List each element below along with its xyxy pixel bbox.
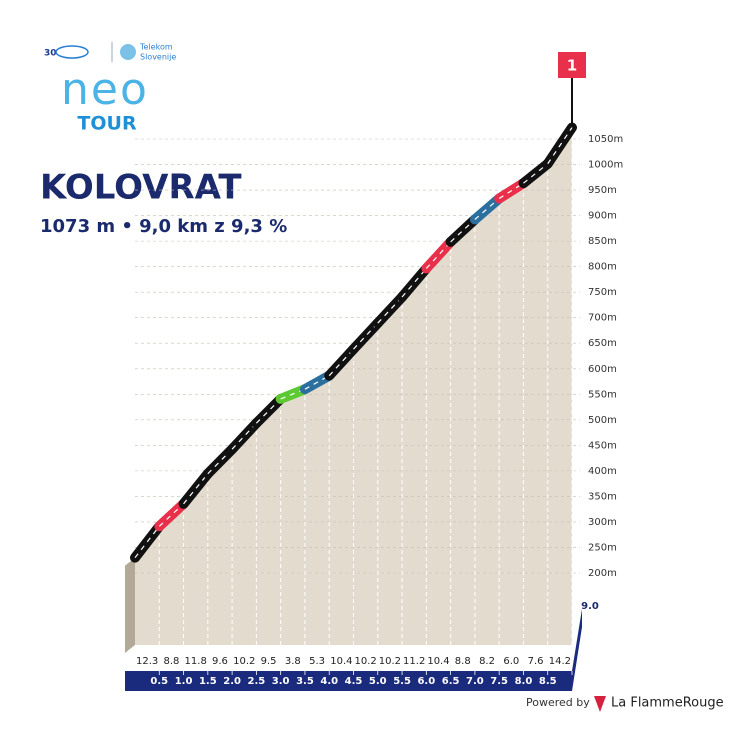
- gradient-label: 7.6: [528, 656, 544, 667]
- profile-segment: [469, 193, 505, 225]
- profile-segment: [372, 292, 408, 329]
- road-centerline: [401, 268, 427, 298]
- y-tick-label: 750m: [588, 287, 617, 298]
- profile-segment: [421, 236, 456, 274]
- x-tick-label: 3.0: [272, 676, 290, 687]
- powered-by: Powered by: [526, 696, 590, 709]
- x-tick-label: 5.5: [393, 676, 411, 687]
- x-tick-label: 8.0: [515, 676, 533, 687]
- sponsor-text: Slovenije: [140, 53, 176, 62]
- profile-segment: [251, 393, 286, 429]
- x-tick-label: 6.5: [442, 676, 460, 687]
- chart-title: KOLOVRAT: [40, 168, 242, 208]
- y-tick-label: 650m: [588, 338, 617, 349]
- y-tick-label: 550m: [588, 389, 617, 400]
- profile-segment: [154, 498, 189, 532]
- y-tick-label: 800m: [588, 262, 617, 273]
- y-tick-label: 350m: [588, 491, 617, 502]
- gradient-label: 10.4: [427, 656, 449, 667]
- y-tick-label: 900m: [588, 211, 617, 222]
- profile-segment: [202, 444, 238, 479]
- profile-area: [135, 127, 572, 645]
- x-tick-label: 2.0: [223, 676, 241, 687]
- logo-word: neo: [61, 64, 149, 115]
- profile-segment: [227, 418, 262, 455]
- gradient-label: 9.5: [261, 656, 277, 667]
- x-tick-label: 7.0: [466, 676, 484, 687]
- anniversary-label: 30: [44, 49, 57, 59]
- x-tick-label: 8.5: [539, 676, 557, 687]
- km-band-end: [572, 609, 582, 691]
- logo-mark: [55, 45, 89, 59]
- provider-icon: [594, 696, 606, 712]
- gradient-label: 5.3: [309, 656, 325, 667]
- km-band: [125, 671, 572, 691]
- x-tick-label: 3.5: [296, 676, 314, 687]
- x-tick-label: 1.5: [199, 676, 217, 687]
- road-centerline: [183, 473, 209, 505]
- gradient-label: 10.2: [379, 656, 401, 667]
- y-tick-label: 850m: [588, 236, 617, 247]
- y-tick-label: 300m: [588, 517, 617, 528]
- gradient-label: 12.3: [136, 656, 158, 667]
- logo-sub: TOUR: [77, 113, 137, 135]
- flag: [558, 52, 586, 78]
- y-tick-label: 450m: [588, 440, 617, 451]
- chart-subtitle: 1073 m • 9,0 km z 9,3 %: [40, 216, 287, 237]
- y-tick-label: 400m: [588, 466, 617, 477]
- x-tick-label: 4.0: [320, 676, 338, 687]
- sponsor-icon: [120, 44, 136, 60]
- y-tick-label: 700m: [588, 313, 617, 324]
- provider: La FlammeRouge: [611, 696, 724, 711]
- y-tick-label: 200m: [588, 568, 617, 579]
- gradient-label: 10.2: [233, 656, 255, 667]
- gradient-label: 8.2: [479, 656, 495, 667]
- flag-label: 1: [567, 57, 577, 75]
- gradient-label: 10.4: [330, 656, 352, 667]
- y-tick-label: 1000m: [588, 160, 623, 171]
- y-tick-label: 1050m: [588, 134, 623, 145]
- profile-segment: [348, 318, 383, 355]
- gradient-label: 11.8: [185, 656, 207, 667]
- x-tick-label: 4.5: [345, 676, 363, 687]
- profile-segment: [324, 344, 359, 381]
- profile-segment: [445, 214, 480, 247]
- gradient-label: 8.8: [163, 656, 179, 667]
- x-tick-label: 5.0: [369, 676, 387, 687]
- x-tick-label: 2.5: [248, 676, 266, 687]
- profile-side: [125, 557, 135, 653]
- x-tick-label: 7.5: [490, 676, 508, 687]
- gradient-label: 11.2: [403, 656, 425, 667]
- y-tick-label: 950m: [588, 185, 617, 196]
- road-centerline: [547, 127, 573, 165]
- y-tick-label: 500m: [588, 415, 617, 426]
- y-tick-label: 600m: [588, 364, 617, 375]
- gradient-label: 8.8: [455, 656, 471, 667]
- gradient-label: 6.0: [503, 656, 519, 667]
- gradient-label: 10.2: [355, 656, 377, 667]
- profile-segment: [518, 158, 553, 189]
- x-tick-label: 6.0: [417, 676, 435, 687]
- x-tick-label: 9.0: [581, 601, 599, 612]
- sponsor-text: Telekom: [139, 43, 173, 52]
- gradient-label: 3.8: [285, 656, 301, 667]
- y-tick-label: 250m: [588, 542, 617, 553]
- gradient-label: 9.6: [212, 656, 228, 667]
- gradient-label: 14.2: [549, 656, 571, 667]
- x-tick-label: 0.5: [150, 676, 168, 687]
- x-tick-label: 1.0: [175, 676, 193, 687]
- road-centerline: [134, 525, 160, 559]
